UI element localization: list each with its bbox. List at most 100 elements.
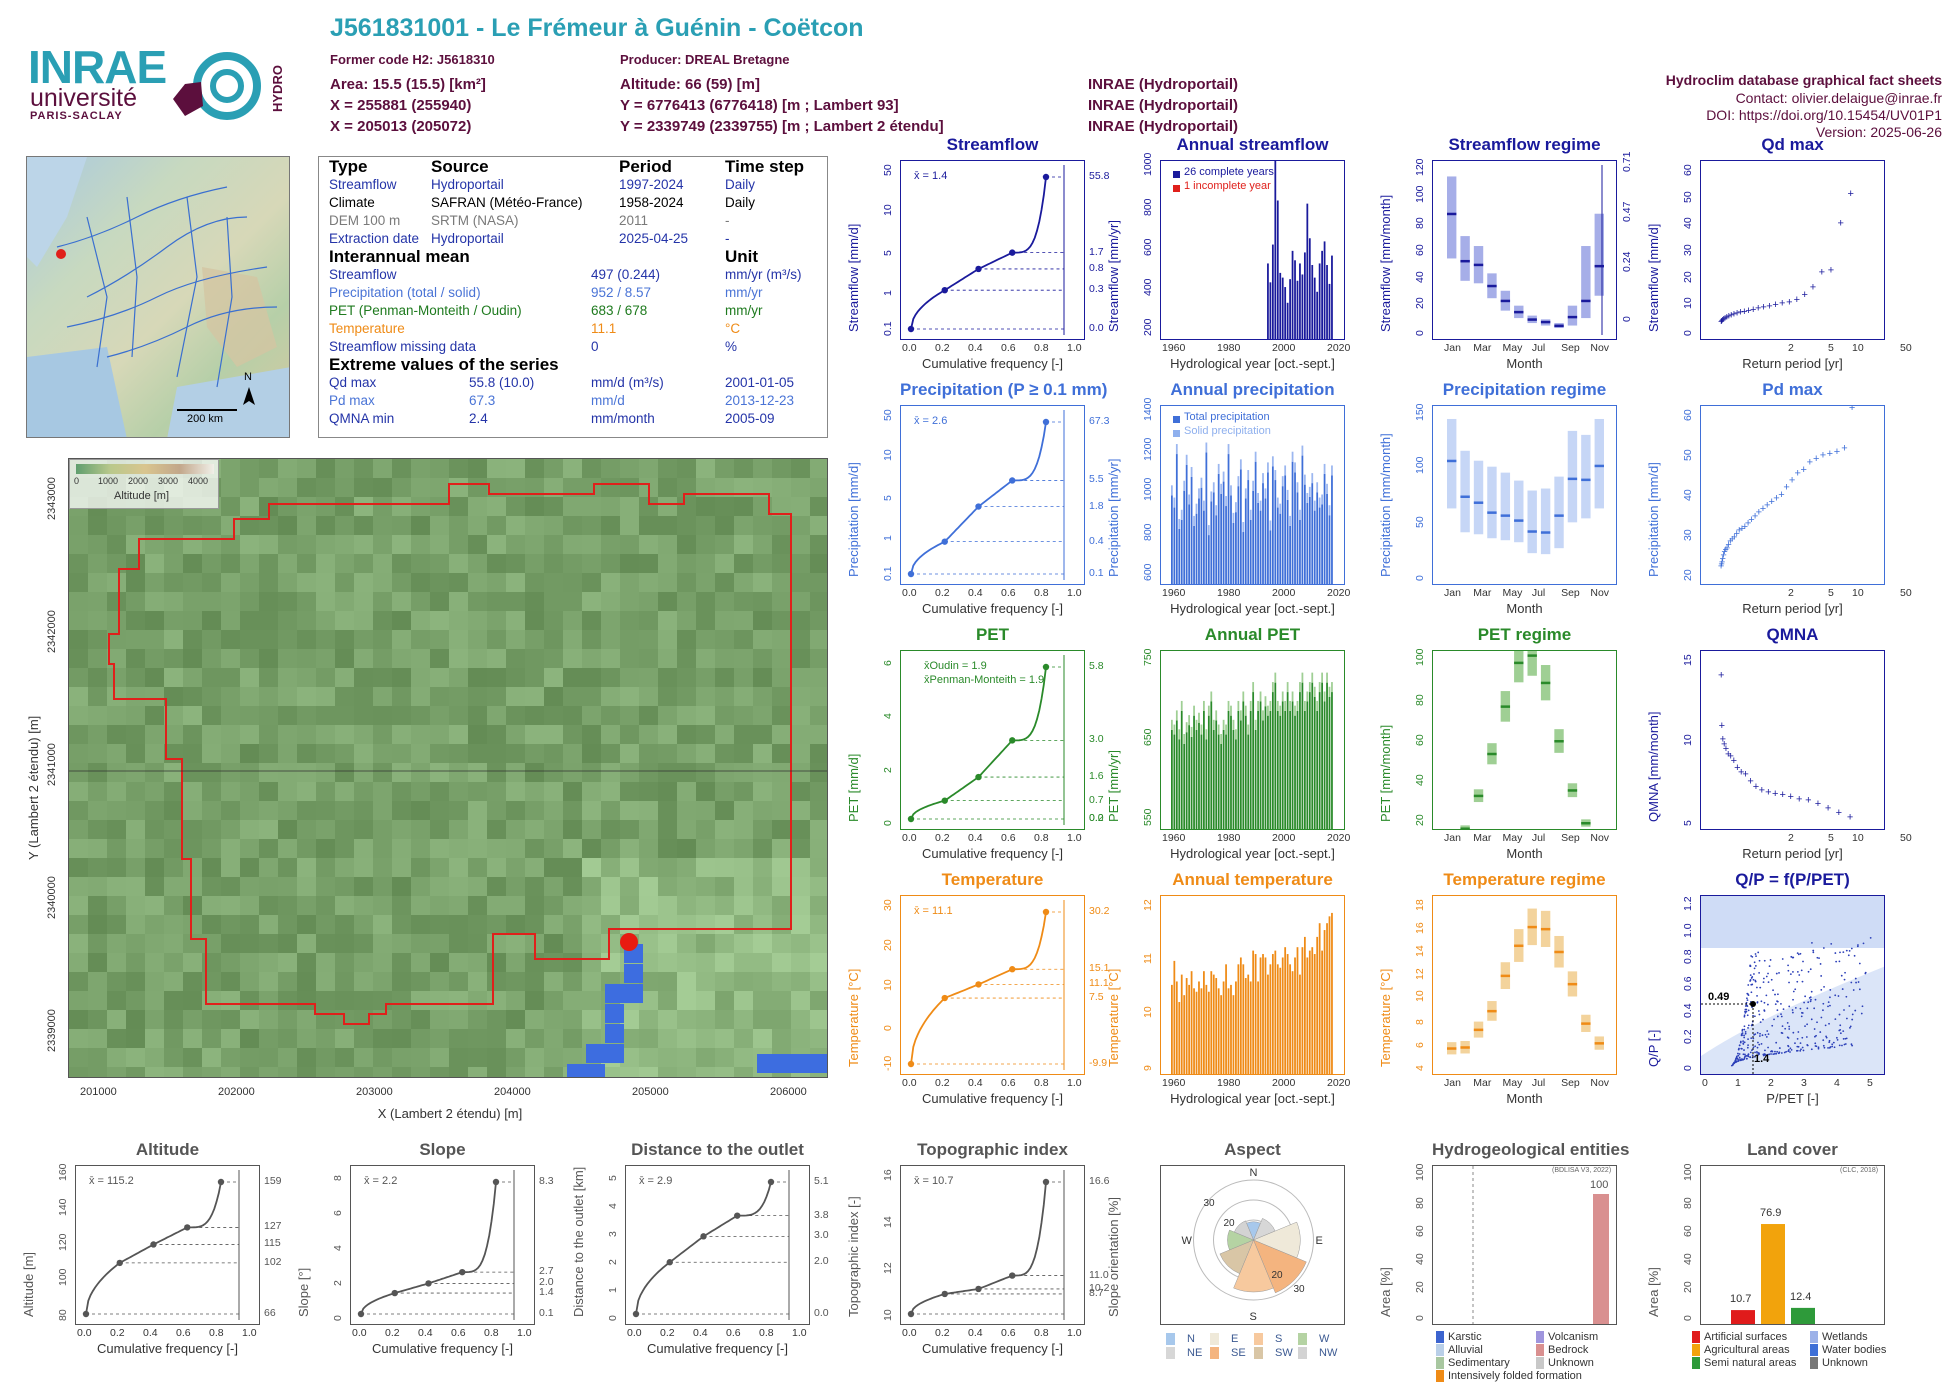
q-p-pet-point [1754,1045,1757,1048]
qmna-plot-area[interactable]: + + + + + + + + + + + + + + + + + + + + + + + + [1700,650,1885,830]
annual-precip-bar [1198,498,1200,584]
legend-tick-3000: 3000 [158,476,179,486]
annual-pet-plot-area[interactable] [1160,650,1345,830]
annual-temp-bar [1308,950,1311,1074]
dem-cell [430,1048,449,1067]
pet-regime-median [1554,740,1564,743]
q-p-pet-ytick: 0.6 [1682,976,1694,991]
dem-cell [69,839,88,858]
dem-cell [696,972,715,991]
dem-cell [164,820,183,839]
slope-cdf-plot-area[interactable] [350,1165,535,1325]
topo-cdf-cdf-line [910,1181,1047,1315]
dem-cell [563,497,582,516]
streamflow-regime-plot-area[interactable] [1432,160,1617,340]
dem-cell [772,459,791,478]
land-cover-title: Land cover [1747,1140,1838,1159]
aspect-plot-area[interactable]: N E S W 30 20 20 30 [1160,1165,1345,1325]
pd-max-point: + [1718,559,1724,571]
pet-cdf-plot-area[interactable] [900,650,1085,830]
q-p-pet-point [1799,1042,1802,1045]
precip-regime-box [1500,472,1511,541]
hydrogeology-legend-item: Intensively folded formation [1436,1370,1582,1382]
dem-cell [620,535,639,554]
dem-cell [753,497,772,516]
streamflow-regime-box [1567,305,1578,326]
dem-cell [202,972,221,991]
altitude-cdf-right-label: 66 [264,1307,276,1319]
annual-pet-bar-secondary [1262,710,1264,721]
dem-cell [772,972,791,991]
streamflow-cdf-quantile-point [941,286,948,294]
slope-cdf-ylabel: Slope [°] [296,1267,311,1317]
dem-cell [677,915,696,934]
annual-pet-bar [1331,692,1333,829]
q-p-pet-point [1838,1044,1841,1047]
annual-temp-plot-area[interactable] [1160,895,1345,1075]
q-p-pet-point [1747,1053,1750,1056]
q-p-pet-plot-area[interactable] [1700,895,1885,1075]
qd-max-plot-area[interactable]: + + + + + + + + + + + + + + + + + + + + + + + + + + + [1700,160,1885,340]
q-p-pet-point [1747,1044,1749,1047]
precip-cdf-plot-area[interactable] [900,405,1085,585]
contact[interactable]: Contact: olivier.delaigue@inrae.fr [1735,90,1942,106]
q-p-pet-point [1802,1049,1805,1052]
dem-cell [639,763,658,782]
q-p-pet-point [1740,1047,1743,1050]
dem-cell [525,1029,544,1048]
precip-regime-plot-area[interactable] [1432,405,1617,585]
pet-regime-plot-area[interactable] [1432,650,1617,830]
altitude-cdf-plot-area[interactable] [75,1165,260,1325]
temp-cdf-mean-label: x̄ = 11.1 [914,905,953,917]
annual-pet-bar [1313,696,1316,829]
q-p-pet-point [1747,1055,1750,1058]
dem-cell [449,592,468,611]
pet-cdf-xtick: 0.4 [968,832,983,844]
dem-cell [696,1048,715,1067]
q-p-pet-point [1788,1005,1791,1008]
streamflow-cdf-plot-area[interactable] [900,160,1085,340]
annual-precip-plot-area[interactable] [1160,405,1345,585]
q-p-pet-point [1787,1037,1790,1039]
q-p-pet-point [1816,956,1819,959]
distance-cdf-plot-area[interactable] [625,1165,810,1325]
dem-cell [791,820,810,839]
q-p-pet-point [1743,1049,1745,1051]
q-p-pet-point [1758,1013,1761,1016]
catchment-map[interactable]: 0 1000 2000 3000 4000 Altitude [m] [68,458,828,1078]
land-cover-plot-area[interactable] [1700,1165,1885,1325]
dem-cell [183,934,202,953]
q-p-pet-point [1743,1034,1745,1037]
temp-cdf-plot-area[interactable] [900,895,1085,1075]
dem-cell [126,554,145,573]
topo-cdf-plot-area[interactable] [900,1165,1085,1325]
dem-cell [297,801,316,820]
dem-cell [601,535,620,554]
annual-precip-bar-secondary [1306,492,1309,503]
annual-precip-bar [1252,490,1255,584]
dem-cell [278,934,297,953]
dem-cell [278,554,297,573]
dem-cell [791,839,810,858]
annual-precip-bar [1313,510,1316,584]
dem-cell [734,782,753,801]
doi[interactable]: DOI: https://doi.org/10.15454/UV01P1 [1706,107,1942,123]
annual-streamflow-bar [1284,287,1287,339]
pd-max-plot-area[interactable]: + + + + + + + + + + + + + + + + + + + + + + + + + + + + + + + + + + + + [1700,405,1885,585]
temp-regime-plot-area[interactable] [1432,895,1617,1075]
aspect-legend-W: W [1298,1333,1329,1345]
dem-cell [506,763,525,782]
annual-streamflow-plot-area[interactable] [1160,160,1345,340]
streamflow-cdf-quantile-point [1009,249,1016,256]
q-p-pet-point [1757,1041,1759,1044]
q-p-pet-point [1741,1032,1744,1035]
dem-cell [221,877,240,896]
q-p-pet-point [1840,974,1843,977]
dem-cell [620,497,639,516]
annual-pet-bar-secondary [1281,691,1284,702]
annual-pet-bar-secondary [1180,700,1183,711]
dem-cell [202,839,221,858]
hydrogeology-plot-area[interactable] [1432,1165,1617,1325]
land-cover-legend-item: Wetlands [1810,1331,1868,1343]
dem-cell [772,820,791,839]
